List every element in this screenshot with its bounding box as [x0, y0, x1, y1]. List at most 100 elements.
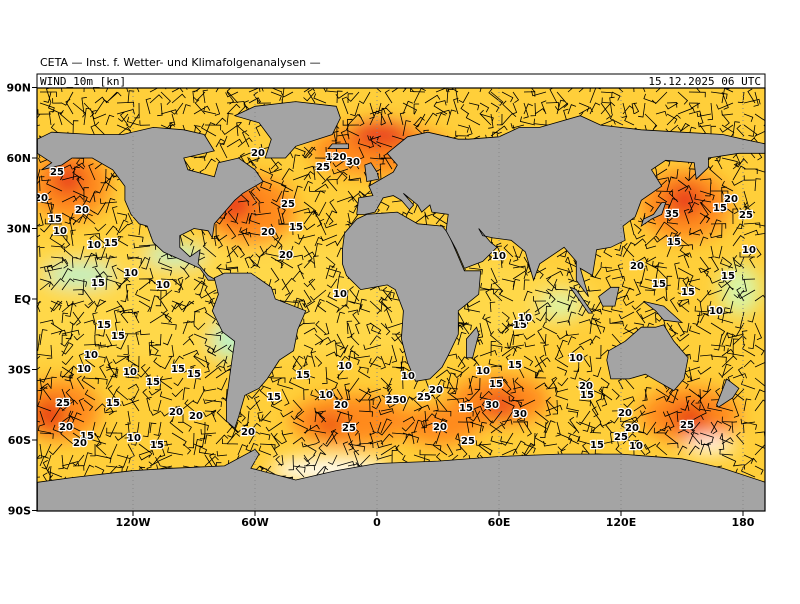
- shading-blob: [45, 263, 115, 287]
- shading-blob: [720, 265, 760, 315]
- contour-label: 10: [156, 280, 170, 291]
- shading-blob: [53, 165, 83, 195]
- contour-label: 10: [401, 371, 415, 382]
- contour-label: 15: [713, 203, 727, 214]
- contour-label: 10: [127, 433, 141, 444]
- lon-label: 180: [732, 516, 755, 529]
- contour-label: 25: [680, 420, 694, 431]
- contour-label: 15: [150, 440, 164, 451]
- contour-label: 15: [590, 440, 604, 451]
- contour-label: 10: [518, 313, 532, 324]
- landmass-madagascar: [466, 326, 480, 359]
- contour-label: 20: [34, 193, 48, 204]
- contour-label: 10: [338, 361, 352, 372]
- contour-label: 20: [189, 411, 203, 422]
- lon-label: 120W: [115, 516, 150, 529]
- contour-label: 25: [739, 210, 753, 221]
- shading-blob: [290, 395, 410, 445]
- graticule: [132, 88, 744, 511]
- contour-label: 20: [169, 407, 183, 418]
- contour-label: 20: [625, 423, 639, 434]
- contour-label: 10: [53, 226, 67, 237]
- contour-label: 20: [630, 261, 644, 272]
- contour-label: 20: [334, 400, 348, 411]
- field-label: WIND_10m_[kn]: [40, 75, 126, 88]
- contour-label: 15: [681, 287, 695, 298]
- contour-label: 20: [724, 194, 738, 205]
- lon-label: 60W: [241, 516, 268, 529]
- date-label: 15.12.2025 06 UTC: [648, 75, 761, 88]
- contour-label: 20: [618, 408, 632, 419]
- shading-blob: [315, 417, 345, 433]
- contour-label: 15: [580, 390, 594, 401]
- contour-label: 20: [279, 250, 293, 261]
- contour-label: 15: [97, 320, 111, 331]
- lat-label: 30S: [8, 364, 31, 377]
- landmass-eurasia: [356, 115, 765, 297]
- contour-label: 20: [59, 422, 73, 433]
- contour-label: 15: [106, 398, 120, 409]
- contour-label: 250: [386, 395, 407, 406]
- contour-label: 15: [721, 271, 735, 282]
- wind-speed-shading: [37, 123, 760, 482]
- shading-blob: [538, 293, 582, 317]
- contour-label: 35: [665, 209, 679, 220]
- contour-label: 25: [461, 436, 475, 447]
- landmass-australia: [606, 324, 689, 392]
- contour-label: 10: [742, 245, 756, 256]
- axes: 120W 60W 0 60E 120E 180 90N 60N 30N EQ 30S 60S 90S: [6, 82, 754, 530]
- contour-label: 15: [104, 238, 118, 249]
- lon-label: 120E: [606, 516, 636, 529]
- contour-label: 10: [124, 268, 138, 279]
- contour-label: 15: [111, 331, 125, 342]
- contour-label: 20: [75, 205, 89, 216]
- contour-label: 10: [87, 240, 101, 251]
- lat-label: 90N: [6, 82, 31, 95]
- landmass-south-america: [211, 272, 307, 429]
- landmass-antarctica: [37, 448, 765, 511]
- lat-label: 30N: [6, 223, 31, 236]
- landmass-africa: [341, 211, 482, 382]
- contour-label: 30: [346, 157, 360, 168]
- contour-label: 15: [508, 360, 522, 371]
- shading-blob: [350, 123, 410, 147]
- contour-label: 15: [489, 379, 503, 390]
- contour-label: 30: [513, 409, 527, 420]
- landmass-borneo: [598, 286, 620, 307]
- contour-label: 10: [123, 367, 137, 378]
- contour-label: 25: [56, 398, 70, 409]
- shading-blob: [667, 185, 703, 215]
- contour-label: 20: [73, 438, 87, 449]
- contour-label: 25: [342, 423, 356, 434]
- contour-label: 20: [261, 227, 275, 238]
- contour-label: 20: [579, 381, 593, 392]
- landmass-new-zealand: [716, 378, 740, 408]
- contour-label: 10: [709, 306, 723, 317]
- contour-label: 15: [267, 392, 281, 403]
- contour-label: 15: [187, 369, 201, 380]
- contour-label: 10: [629, 441, 643, 452]
- landmass-new-guinea: [643, 301, 684, 324]
- contour-label: 15: [289, 222, 303, 233]
- lat-label: 60S: [8, 434, 31, 447]
- contour-label: 25: [50, 167, 64, 178]
- contour-label: 10: [569, 353, 583, 364]
- landmass-japan: [640, 202, 667, 228]
- contour-label: 30: [485, 400, 499, 411]
- landmass-iceland: [327, 143, 349, 150]
- contour-label: 20: [429, 385, 443, 396]
- contour-label: 10: [84, 350, 98, 361]
- contour-label: 10: [77, 364, 91, 375]
- lat-label: 90S: [8, 505, 31, 518]
- header-title: CETA — Inst. f. Wetter- und Klimafolgena…: [40, 56, 321, 69]
- contour-label: 10: [319, 390, 333, 401]
- contour-label: 10: [476, 366, 490, 377]
- lat-label: EQ: [14, 293, 31, 306]
- landmass-greenland: [233, 101, 341, 159]
- contour-label: 15: [80, 431, 94, 442]
- contour-label: 15: [171, 364, 185, 375]
